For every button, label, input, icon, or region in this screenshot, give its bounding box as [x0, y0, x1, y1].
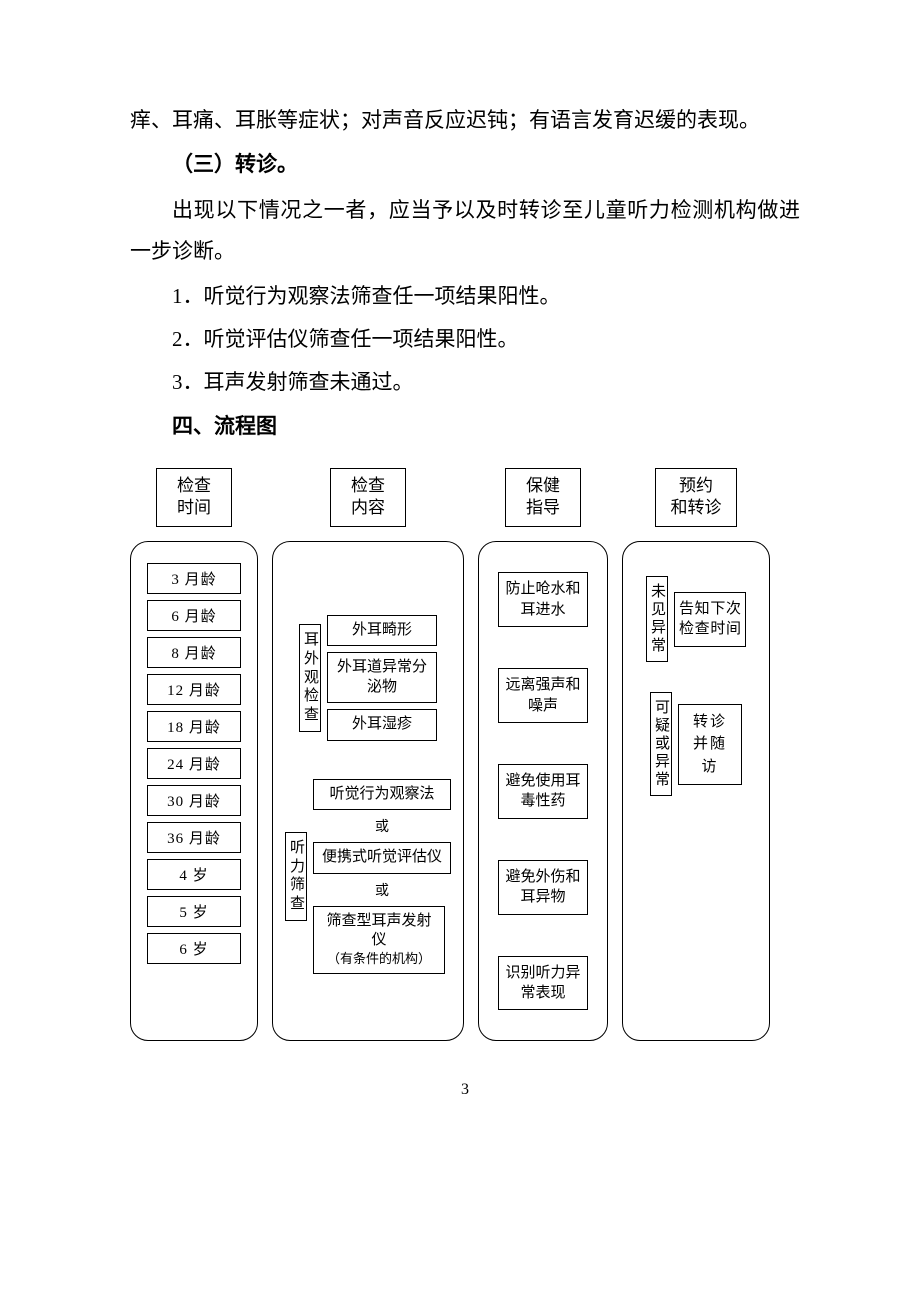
age-box: 12 月龄	[147, 674, 241, 705]
or-text: 或	[313, 816, 451, 836]
col4-header-l1: 预约	[666, 475, 726, 498]
paragraph-referral-intro: 出现以下情况之一者，应当予以及时转诊至儿童听力检测机构做进一步诊断。	[130, 190, 800, 272]
col4-panel: 未见异常 告知下次检查时间 可疑或异常 转诊并随访	[622, 541, 770, 1041]
abnormal-action: 转诊并随访	[678, 704, 742, 786]
or-text: 或	[313, 880, 451, 900]
guidance-item: 避免使用耳毒性药	[498, 764, 588, 819]
ear-item: 外耳畸形	[327, 615, 437, 647]
col1-header-l2: 时间	[167, 497, 221, 520]
age-box: 18 月龄	[147, 711, 241, 742]
abnormal-label: 可疑或异常	[650, 692, 672, 796]
col3-header: 保健 指导	[505, 468, 581, 528]
list-item-2: 2．听觉评估仪筛查任一项结果阳性。	[130, 319, 800, 360]
flow-col-appointment-referral: 预约 和转诊 未见异常 告知下次检查时间 可疑或异常 转诊并随访	[622, 468, 770, 1042]
age-box: 4 岁	[147, 859, 241, 890]
normal-action: 告知下次检查时间	[674, 592, 746, 647]
ear-appearance-group: 耳外观检查 外耳畸形 外耳道异常分泌物 外耳湿疹	[299, 615, 437, 741]
hearing-screen-label: 听力筛查	[285, 832, 307, 921]
ear-appearance-items: 外耳畸形 外耳道异常分泌物 外耳湿疹	[327, 615, 437, 741]
flowchart: 检查 时间 3 月龄 6 月龄 8 月龄 12 月龄 18 月龄 24 月龄 3…	[130, 468, 800, 1042]
guidance-item: 避免外伤和耳异物	[498, 860, 588, 915]
col2-header: 检查 内容	[330, 468, 406, 528]
col4-header: 预约 和转诊	[655, 468, 737, 528]
page-number: 3	[130, 1081, 800, 1099]
guidance-item: 远离强声和噪声	[498, 668, 588, 723]
hearing-screen-items: 听觉行为观察法 或 便携式听觉评估仪 或 筛查型耳声发射仪 （有条件的机构）	[313, 779, 451, 974]
list-item-3: 3．耳声发射筛查未通过。	[130, 362, 800, 403]
ear-appearance-label: 耳外观检查	[299, 624, 321, 732]
age-box: 24 月龄	[147, 748, 241, 779]
guidance-item: 防止呛水和耳进水	[498, 572, 588, 627]
flow-col-check-content: 检查 内容 耳外观检查 外耳畸形 外耳道异常分泌物 外耳湿疹 听力筛查 听觉行为…	[272, 468, 464, 1042]
age-box: 30 月龄	[147, 785, 241, 816]
col4-header-l2: 和转诊	[666, 497, 726, 520]
screen-method: 听觉行为观察法	[313, 779, 451, 811]
col1-panel: 3 月龄 6 月龄 8 月龄 12 月龄 18 月龄 24 月龄 30 月龄 3…	[130, 541, 258, 1041]
paragraph-continuation: 痒、耳痛、耳胀等症状；对声音反应迟钝；有语言发育迟缓的表现。	[130, 100, 800, 141]
guidance-item: 识别听力异常表现	[498, 956, 588, 1011]
section-heading-referral: （三）转诊。	[130, 145, 800, 186]
flow-col-check-time: 检查 时间 3 月龄 6 月龄 8 月龄 12 月龄 18 月龄 24 月龄 3…	[130, 468, 258, 1042]
screen-method-note: （有条件的机构）	[322, 951, 436, 968]
age-box: 36 月龄	[147, 822, 241, 853]
col3-header-l2: 指导	[516, 497, 570, 520]
age-box: 3 月龄	[147, 563, 241, 594]
col1-header: 检查 时间	[156, 468, 232, 528]
screen-method: 筛查型耳声发射仪 （有条件的机构）	[313, 906, 445, 974]
age-box: 5 岁	[147, 896, 241, 927]
screen-method: 便携式听觉评估仪	[313, 842, 451, 874]
abnormal-result-pair: 可疑或异常 转诊并随访	[650, 692, 742, 796]
age-box: 8 月龄	[147, 637, 241, 668]
col2-panel: 耳外观检查 外耳畸形 外耳道异常分泌物 外耳湿疹 听力筛查 听觉行为观察法 或 …	[272, 541, 464, 1041]
col3-panel: 防止呛水和耳进水 远离强声和噪声 避免使用耳毒性药 避免外伤和耳异物 识别听力异…	[478, 541, 608, 1041]
list-item-1: 1．听觉行为观察法筛查任一项结果阳性。	[130, 276, 800, 317]
ear-item: 外耳道异常分泌物	[327, 652, 437, 703]
hearing-screen-group: 听力筛查 听觉行为观察法 或 便携式听觉评估仪 或 筛查型耳声发射仪 （有条件的…	[285, 779, 451, 974]
col2-header-l1: 检查	[341, 475, 395, 498]
col3-header-l1: 保健	[516, 475, 570, 498]
screen-method-name: 筛查型耳声发射仪	[326, 913, 431, 949]
section-heading-flowchart: 四、流程图	[130, 407, 800, 448]
col2-header-l2: 内容	[341, 497, 395, 520]
normal-label: 未见异常	[646, 576, 668, 662]
col1-header-l1: 检查	[167, 475, 221, 498]
age-box: 6 岁	[147, 933, 241, 964]
age-box: 6 月龄	[147, 600, 241, 631]
ear-item: 外耳湿疹	[327, 709, 437, 741]
normal-result-pair: 未见异常 告知下次检查时间	[646, 576, 746, 662]
flow-col-guidance: 保健 指导 防止呛水和耳进水 远离强声和噪声 避免使用耳毒性药 避免外伤和耳异物…	[478, 468, 608, 1042]
